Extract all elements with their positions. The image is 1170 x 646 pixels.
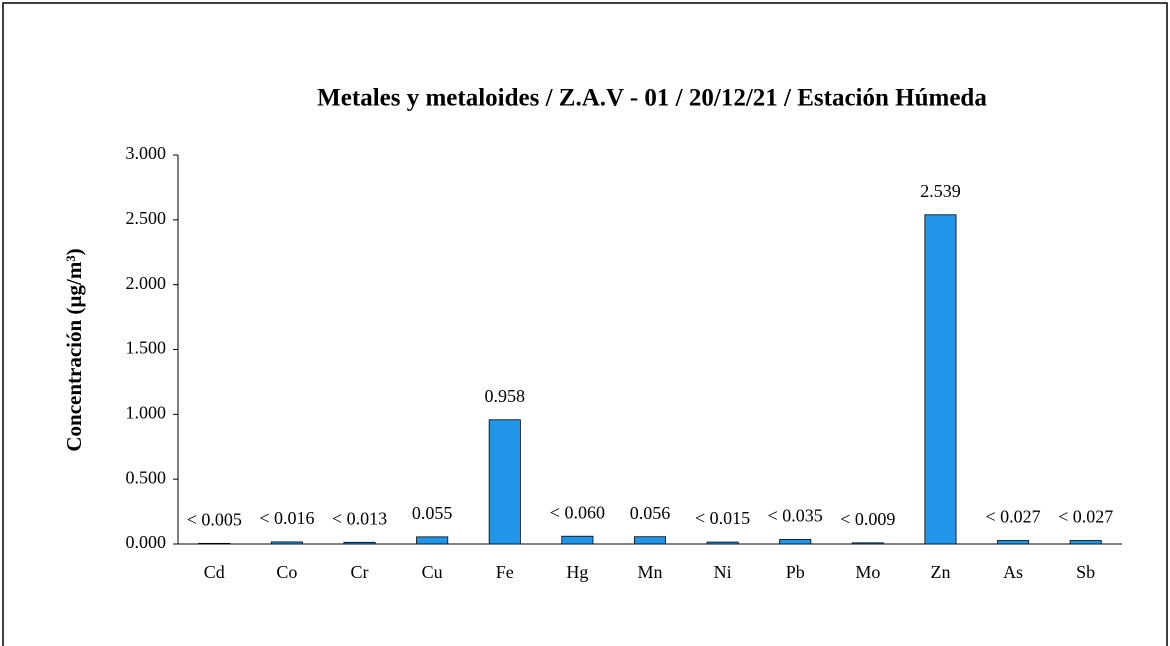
x-tick-label: Mn [637,562,662,582]
data-label: 0.055 [412,503,453,523]
x-tick-label: Pb [786,562,805,582]
bar [706,541,739,545]
bar [633,536,667,545]
bar [1069,540,1102,545]
data-label: < 0.005 [187,509,242,529]
data-label: 0.056 [630,503,671,523]
bar [343,541,376,545]
y-tick-label: 1.500 [126,338,167,358]
x-tick-label: As [1003,562,1023,582]
x-tick-label: Co [276,562,297,582]
bar [924,214,957,545]
bar [416,536,449,545]
y-tick-label: 1.000 [126,402,167,422]
x-tick-label: Mo [855,562,880,582]
y-axis-label: Concentración (µg/m³) [62,248,86,451]
y-tick-label: 2.000 [126,273,167,293]
y-tick-label: 3.000 [126,143,167,163]
x-tick-label: Cr [351,562,369,582]
x-tick-label: Hg [566,562,588,582]
bar [270,541,303,545]
x-tick-label: Fe [496,562,514,582]
x-tick-label: Sb [1076,562,1095,582]
bar [779,539,812,545]
data-label: 2.539 [920,181,961,201]
x-tick-label: Ni [714,562,732,582]
y-tick-label: 0.500 [126,467,167,487]
y-tick-label: 0.000 [126,532,167,552]
data-label: < 0.013 [332,508,387,528]
bar [561,535,594,545]
bar [851,542,884,545]
data-label: < 0.015 [695,508,750,528]
data-label: < 0.016 [259,508,314,528]
data-label: < 0.035 [768,506,823,526]
data-label: < 0.009 [840,509,895,529]
x-tick-label: Zn [930,562,950,582]
bar [198,542,231,545]
y-tick-label: 2.500 [126,208,167,228]
chart-title: Metales y metaloides / Z.A.V - 01 / 20/1… [317,85,987,112]
bar [488,419,521,545]
x-tick-label: Cu [422,562,443,582]
data-label: 0.958 [485,386,526,406]
bar [997,540,1030,545]
data-label: < 0.060 [550,502,605,522]
x-tick-label: Cd [204,562,225,582]
data-label: < 0.027 [1058,507,1113,527]
data-label: < 0.027 [985,507,1040,527]
